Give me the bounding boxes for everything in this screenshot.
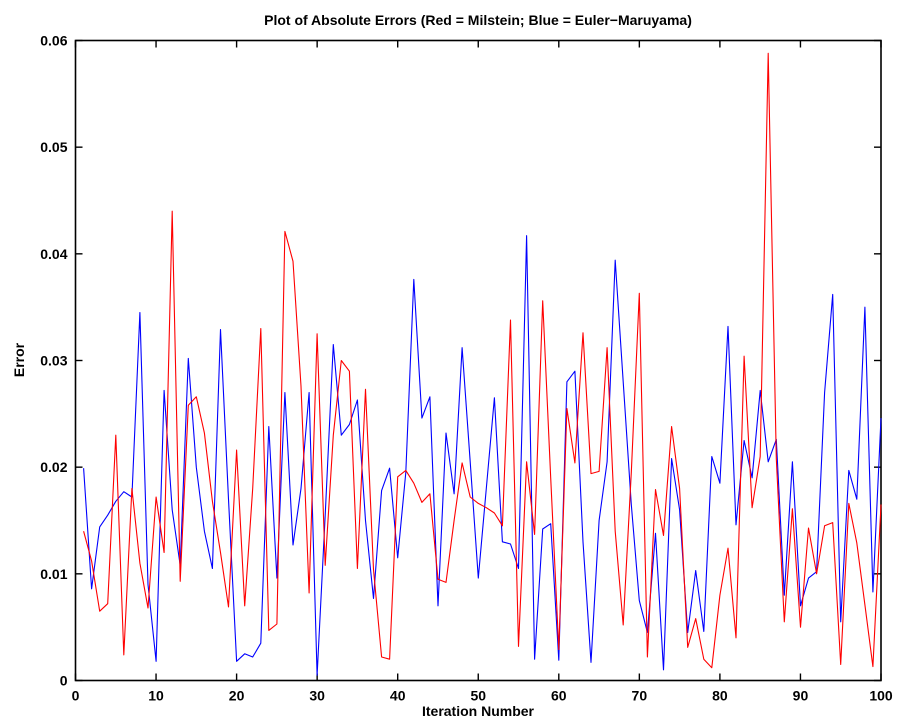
- x-tick-label: 20: [229, 688, 245, 704]
- y-tick-label: 0.06: [40, 33, 67, 49]
- x-tick-label: 30: [309, 688, 325, 704]
- x-tick-label: 60: [551, 688, 567, 704]
- axes-box: [74, 39, 882, 682]
- x-tick-label: 0: [72, 688, 80, 704]
- x-tick-label: 70: [632, 688, 648, 704]
- series-euler-maruyama-line: [83, 235, 882, 676]
- x-tick-label: 100: [869, 688, 893, 704]
- y-tick-label: 0.04: [40, 246, 67, 262]
- x-tick-label: 10: [148, 688, 164, 704]
- x-tick-label: 50: [470, 688, 486, 704]
- y-tick-label: 0.05: [40, 139, 67, 155]
- x-tick-label: 80: [712, 688, 728, 704]
- y-tick-label: 0.03: [40, 353, 67, 369]
- chart-title: Plot of Absolute Errors (Red = Milstein;…: [264, 12, 692, 28]
- y-axis-label: Error: [11, 342, 27, 377]
- x-tick-label: 40: [390, 688, 406, 704]
- x-tick-label: 90: [793, 688, 809, 704]
- y-tick-label: 0: [60, 673, 68, 689]
- y-tick-label: 0.02: [40, 459, 67, 475]
- y-tick-label: 0.01: [40, 566, 67, 582]
- plot-area: 0 10 20 30 40 50 60 70 80 90 100 0 0.01 0.02 0.03 0.04 0…: [40, 33, 893, 704]
- series-milstein-line: [83, 52, 882, 669]
- x-axis-label: Iteration Number: [422, 703, 535, 719]
